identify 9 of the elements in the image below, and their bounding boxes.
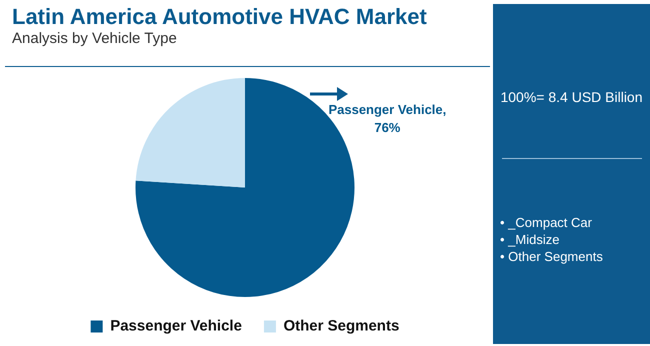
text: 100%= 8.4 USD Billion — [499, 89, 644, 105]
text: • _Compact Car — [500, 214, 593, 231]
legend-label: Other Segments — [283, 318, 400, 335]
text: • Other Segments — [500, 248, 603, 265]
legend-label: Passenger Vehicle — [110, 318, 242, 335]
data-label: Passenger Vehicle, 76% — [328, 102, 446, 136]
text: • _Midsize — [500, 231, 560, 248]
chart-subtitle: Analysis by Vehicle Type — [12, 30, 177, 47]
chart-title: Latin America Automotive HVAC Market — [12, 4, 427, 30]
